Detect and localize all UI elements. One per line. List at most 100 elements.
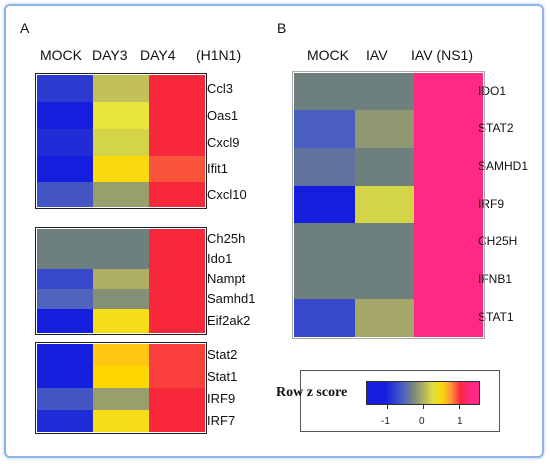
- legend-colorbar: [366, 381, 480, 405]
- panel-a-col-label-mock: MOCK: [40, 47, 82, 63]
- panel-b-cell-stat2-iav-ns1: [414, 110, 483, 148]
- panel-a-cell-ccl3-day3: [93, 75, 149, 102]
- panel-a-cell-cxcl10-day4: [149, 182, 205, 207]
- panel-a-cell-ifit1-mock: [37, 156, 93, 182]
- panel-b-cell-ido1-iav-ns1: [414, 73, 483, 110]
- panel-a-cell-stat1-mock: [37, 366, 93, 388]
- panel-a-cell-eif2ak2-mock: [37, 309, 93, 333]
- panel-a-cell-stat2-day3: [93, 344, 149, 366]
- legend-tick-1: 1: [457, 416, 463, 427]
- panel-a-col-label-day4: DAY4: [140, 47, 176, 63]
- panel-a-group-border-1: [35, 73, 207, 209]
- panel-a-row-label-irf9: IRF9: [207, 391, 236, 406]
- panel-a-row-label-eif2ak2: Eif2ak2: [207, 313, 251, 328]
- panel-a-cell-cxcl10-day3: [93, 182, 149, 207]
- panel-b-row-label-ch25h: CH25H: [478, 234, 518, 248]
- panel-a-row-label-nampt: Nampt: [207, 271, 246, 286]
- panel-a-group-border-2: [35, 227, 207, 335]
- panel-a-cell-ch25h-day4: [149, 229, 205, 249]
- panel-a-cell-stat2-mock: [37, 344, 93, 366]
- panel-a-cell-nampt-day3: [93, 269, 149, 289]
- legend-tickmark-0: [423, 405, 424, 409]
- panel-b-row-label-ido1: IDO1: [478, 83, 507, 98]
- panel-a-cell-ido1-day4: [149, 249, 205, 269]
- panel-b-cell-irf9-iav: [355, 186, 414, 223]
- panel-a-row-label-samhd1: Samhd1: [207, 291, 256, 306]
- panel-a-col-note: (H1N1): [196, 47, 242, 63]
- panel-b-cell-ch25h-mock: [294, 223, 355, 261]
- legend-tickmark-1: [459, 405, 460, 409]
- panel-a-cell-oas1-day4: [149, 102, 205, 129]
- panel-b-cell-ido1-iav: [355, 73, 414, 110]
- panel-a-cell-ch25h-mock: [37, 229, 93, 249]
- panel-a-row-label-cxcl9: Cxcl9: [207, 134, 240, 150]
- panel-b-row-label-stat1: STAT1: [478, 310, 514, 324]
- panel-a-cell-samhd1-mock: [37, 289, 93, 309]
- panel-a-row-label-ido1: Ido1: [207, 251, 233, 266]
- panel-a-cell-eif2ak2-day3: [93, 309, 149, 333]
- panel-b-cell-stat1-iav-ns1: [414, 299, 483, 337]
- panel-a-cell-irf9-day4: [149, 388, 205, 410]
- panel-b-cell-ch25h-iav-ns1: [414, 223, 483, 261]
- panel-b-cell-ch25h-iav: [355, 223, 414, 261]
- panel-a-cell-stat1-day4: [149, 366, 205, 388]
- panel-a-group-border-3: [35, 342, 207, 434]
- panel-b-row-label-samhd1: SAMHD1: [478, 159, 529, 173]
- panel-b-row-label-ifnb1: IFNB1: [478, 272, 513, 286]
- panel-a-cell-stat1-day3: [93, 366, 149, 388]
- panel-a-cell-irf9-day3: [93, 388, 149, 410]
- panel-a-cell-samhd1-day4: [149, 289, 205, 309]
- panel-b-cell-stat1-mock: [294, 299, 355, 337]
- panel-a-col-label-day3: DAY3: [92, 47, 128, 63]
- panel-b-col-label-mock: MOCK: [307, 47, 349, 63]
- panel-a-row-label-irf7: IRF7: [207, 413, 236, 428]
- panel-b-cell-stat1-iav: [355, 299, 414, 337]
- panel-b-cell-stat2-mock: [294, 110, 355, 148]
- legend-tickmark-neg1: [387, 405, 388, 409]
- legend-title: Row z score: [276, 385, 348, 400]
- legend-tick-neg1: -1: [381, 416, 390, 427]
- panel-b-cell-stat2-iav: [355, 110, 414, 148]
- panel-a-cell-ifit1-day3: [93, 156, 149, 182]
- panel-b-letter: B: [277, 20, 287, 36]
- panel-a-cell-cxcl9-day3: [93, 129, 149, 156]
- panel-a-cell-ifit1-day4: [149, 156, 205, 182]
- panel-b-cell-samhd1-iav: [355, 148, 414, 186]
- panel-b-cell-irf9-mock: [294, 186, 355, 223]
- panel-b-heatmap-border: [292, 71, 485, 339]
- panel-b-col-label-iav-ns1: IAV (NS1): [411, 47, 473, 63]
- panel-b-cell-samhd1-iav-ns1: [414, 148, 483, 186]
- panel-a-row-label-ifit1: Ifit1: [207, 161, 228, 176]
- panel-a-cell-ch25h-day3: [93, 229, 149, 249]
- panel-a-cell-nampt-day4: [149, 269, 205, 289]
- panel-b-cell-ifnb1-iav: [355, 261, 414, 299]
- panel-a-row-label-stat2: Stat2: [207, 347, 238, 362]
- panel-a-cell-ccl3-day4: [149, 75, 205, 102]
- panel-b-cell-ifnb1-mock: [294, 261, 355, 299]
- panel-a-row-label-ccl3: Ccl3: [207, 80, 234, 96]
- panel-a-letter: A: [20, 20, 30, 36]
- figure-frame: [4, 4, 544, 458]
- panel-a-cell-cxcl9-mock: [37, 129, 93, 156]
- panel-a-row-label-ch25h: Ch25h: [207, 231, 246, 246]
- panel-a-cell-irf7-day4: [149, 410, 205, 432]
- panel-a-cell-oas1-day3: [93, 102, 149, 129]
- panel-b-cell-samhd1-mock: [294, 148, 355, 186]
- legend-tick-0: 0: [419, 416, 425, 427]
- panel-a-cell-ccl3-mock: [37, 75, 93, 102]
- panel-a-row-label-stat1: Stat1: [207, 369, 238, 384]
- panel-a-cell-oas1-mock: [37, 102, 93, 129]
- panel-a-cell-cxcl9-day4: [149, 129, 205, 156]
- panel-b-col-label-iav: IAV: [366, 47, 388, 63]
- panel-b-row-label-stat2: STAT2: [478, 121, 514, 135]
- panel-a-row-label-cxcl10: Cxcl10: [207, 186, 247, 202]
- panel-b-cell-ido1-mock: [294, 73, 355, 110]
- panel-a-cell-ido1-mock: [37, 249, 93, 269]
- panel-a-row-label-oas1: Oas1: [207, 107, 239, 123]
- panel-a-cell-cxcl10-mock: [37, 182, 93, 207]
- panel-a-cell-irf7-day3: [93, 410, 149, 432]
- panel-a-cell-irf9-mock: [37, 388, 93, 410]
- panel-a-cell-ido1-day3: [93, 249, 149, 269]
- panel-a-cell-eif2ak2-day4: [149, 309, 205, 333]
- panel-b-cell-irf9-iav-ns1: [414, 186, 483, 223]
